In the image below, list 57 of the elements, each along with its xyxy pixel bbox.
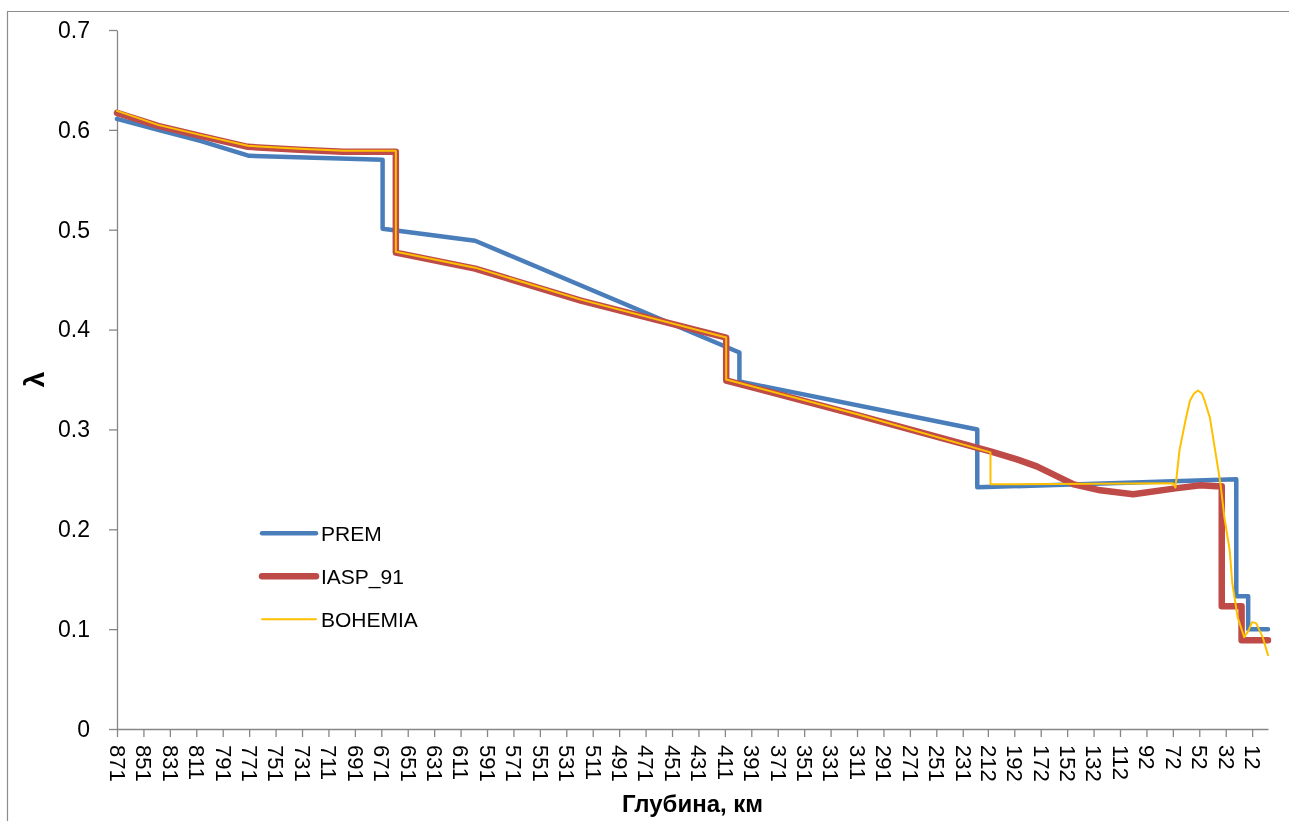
x-tick-label: 611	[448, 745, 474, 781]
x-tick-label: 391	[739, 745, 765, 782]
x-tick-label: 651	[395, 745, 421, 782]
x-tick-label: 831	[157, 745, 183, 782]
legend-label: BOHEMIA	[321, 607, 418, 631]
x-tick-label: 511	[580, 745, 606, 781]
x-tick-label: 471	[633, 745, 659, 782]
x-axis-title: Глубина, км	[621, 790, 764, 817]
x-tick-label: 631	[421, 745, 447, 782]
y-tick-label: 0	[77, 715, 90, 742]
x-tick-label: 571	[501, 745, 527, 782]
legend-label: PREM	[321, 521, 382, 545]
x-tick-label: 371	[765, 745, 791, 782]
x-tick-label: 491	[606, 745, 632, 782]
x-tick-label: 92	[1134, 745, 1160, 770]
y-tick-label: 0.6	[58, 116, 90, 143]
x-tick-label: 32	[1213, 745, 1239, 770]
x-tick-label: 212	[975, 745, 1001, 782]
x-tick-label: 192	[1002, 745, 1028, 782]
x-tick-label: 311	[844, 745, 870, 781]
x-tick-label: 851	[131, 745, 157, 782]
x-tick-label: 711	[316, 745, 342, 781]
x-tick-label: 52	[1187, 745, 1213, 770]
x-tick-label: 132	[1081, 745, 1107, 782]
y-tick-label: 0.4	[58, 316, 91, 343]
x-tick-label: 72	[1160, 745, 1186, 770]
x-tick-label: 551	[527, 745, 553, 782]
x-tick-label: 291	[871, 745, 897, 782]
y-tick-label: 0.2	[58, 516, 90, 543]
x-tick-label: 112	[1107, 745, 1133, 781]
x-tick-label: 231	[950, 745, 976, 782]
x-tick-label: 331	[818, 745, 844, 782]
x-tick-label: 152	[1054, 745, 1080, 782]
y-axis-title: λ	[19, 371, 50, 388]
y-tick-label: 0.1	[58, 616, 90, 642]
x-tick-label: 271	[897, 745, 923, 782]
x-tick-label: 731	[289, 745, 315, 782]
legend-label: IASP_91	[321, 564, 404, 589]
x-tick-label: 671	[369, 745, 395, 782]
x-tick-label: 811	[184, 745, 210, 781]
y-tick-label: 0.3	[58, 416, 90, 443]
x-tick-label: 771	[236, 745, 262, 782]
x-tick-label: 691	[342, 745, 368, 782]
x-tick-label: 251	[924, 745, 950, 782]
x-tick-label: 12	[1239, 745, 1265, 770]
x-tick-label: 172	[1028, 745, 1054, 782]
x-tick-label: 871	[104, 745, 130, 782]
x-tick-label: 751	[263, 745, 289, 782]
x-tick-label: 451	[659, 745, 685, 782]
x-tick-label: 791	[210, 745, 236, 782]
x-tick-label: 531	[554, 745, 580, 782]
x-tick-label: 591	[474, 745, 500, 782]
y-tick-label: 0.7	[58, 16, 90, 43]
x-tick-label: 431	[686, 745, 712, 782]
x-tick-label: 351	[791, 745, 817, 782]
x-tick-label: 411	[712, 745, 738, 781]
y-tick-label: 0.5	[58, 216, 90, 243]
